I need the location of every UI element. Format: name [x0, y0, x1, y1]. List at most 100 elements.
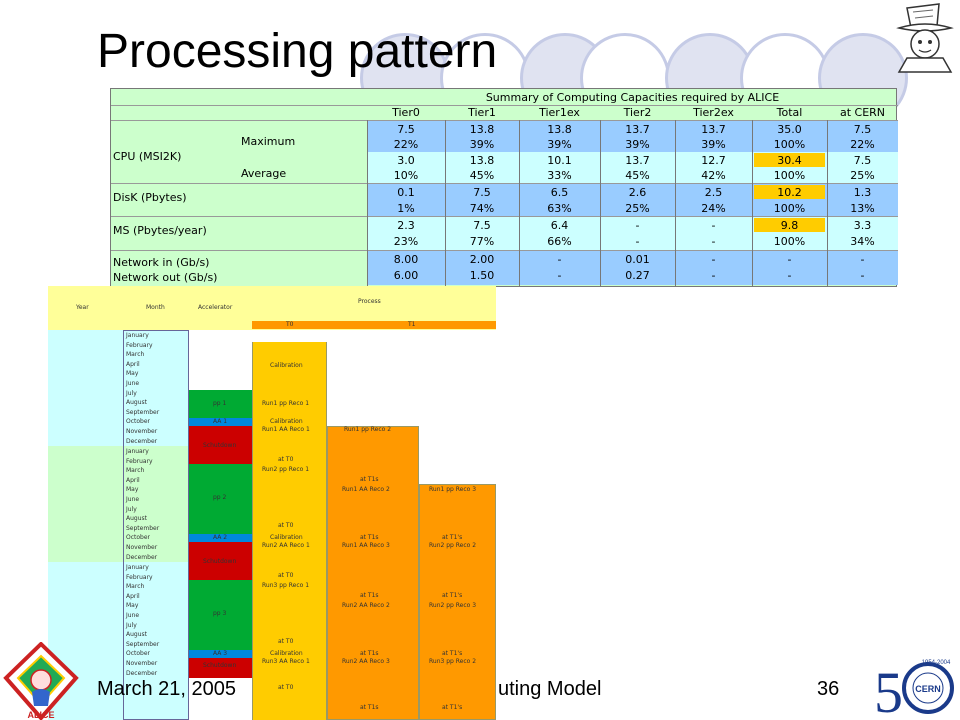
t1a-at-4: at T1s: [360, 650, 379, 657]
capacity-value: 1.50: [469, 269, 495, 282]
accel-shutdown2: [189, 542, 252, 580]
capacity-value: 2.3: [397, 219, 415, 232]
capacity-value: 10%: [393, 169, 419, 182]
t1a-y3b: Run2 AA Reco 3: [342, 658, 390, 665]
month-label: July: [126, 505, 137, 513]
t1a-at-1: at T1s: [360, 476, 379, 483]
capacity-value: 34%: [850, 235, 875, 248]
month-label: July: [126, 621, 137, 629]
month-label: August: [126, 399, 147, 407]
column-header: Tier2: [623, 106, 652, 119]
capacity-value: 25%: [850, 169, 875, 182]
t0-column: [252, 342, 327, 720]
month-label: March: [126, 467, 145, 475]
month-label: August: [126, 631, 147, 639]
t0-y3-pp: Run3 pp Reco 1: [262, 582, 310, 589]
month-label: November: [126, 428, 158, 435]
t0-header: [252, 321, 327, 329]
capacity-value: -: [635, 235, 640, 248]
month-label: September: [126, 640, 160, 648]
capacity-value: 23%: [393, 235, 419, 248]
capacity-value: 13.7: [701, 123, 726, 136]
network-out-label: Network out (Gb/s): [113, 271, 218, 284]
capacity-value: 22%: [850, 138, 875, 151]
svg-text:5: 5: [874, 660, 903, 718]
accel-aa1: [189, 418, 252, 426]
capacity-row-band: [367, 136, 898, 152]
capacity-value: 10.1: [547, 154, 572, 167]
t1a-column: [327, 426, 419, 720]
capacity-value: 24%: [701, 202, 726, 215]
t1b-column: [419, 484, 496, 720]
capacity-value: 0.27: [625, 269, 650, 282]
capacity-value: -: [860, 253, 865, 266]
column-header: Tier1: [468, 106, 496, 119]
month-label: September: [126, 524, 160, 532]
header-process: Process: [358, 298, 381, 305]
t1a-at-5: at T1s: [360, 704, 379, 711]
header-t0: T0: [286, 321, 294, 328]
capacity-value: -: [711, 253, 716, 266]
month-label: March: [126, 351, 145, 359]
capacity-value: 39%: [701, 138, 726, 151]
cern-years: 1954-2004: [922, 660, 951, 666]
t0-at-t0-3: at T0: [278, 572, 294, 579]
column-header: Total: [776, 106, 803, 119]
capacities-heading: Summary of Computing Capacities required…: [485, 91, 780, 104]
t1a-at-2: at T1s: [360, 534, 379, 541]
capacity-value: 7.5: [473, 219, 491, 232]
month-label: August: [126, 515, 147, 523]
t1a-y1: Run1 pp Reco 2: [344, 426, 392, 433]
capacity-value: 30.4: [777, 154, 802, 167]
t0-at-t0-2: at T0: [278, 522, 294, 529]
capacity-value: 100%: [773, 202, 806, 215]
t1b-y3: Run2 pp Reco 3: [429, 602, 477, 609]
month-label: February: [126, 341, 153, 349]
capacity-value: -: [711, 235, 716, 248]
capacity-value: 1.3: [853, 186, 872, 199]
slide-title: Processing pattern: [97, 25, 498, 78]
month-label: December: [126, 553, 158, 561]
capacity-value: -: [711, 219, 716, 232]
capacity-value: 3.3: [853, 219, 872, 232]
t1b-y2: Run1 pp Reco 3: [429, 486, 477, 493]
t1b-y2b: Run2 pp Reco 2: [429, 542, 477, 549]
t0-y1-pp: Run1 pp Reco 1: [262, 400, 310, 407]
column-divider: [752, 120, 753, 287]
capacities-table: Summary of Computing Capacities required…: [110, 88, 898, 287]
processing-schedule: Year Month Accelerator Process T0 T1 Jan…: [48, 286, 496, 720]
disk-label: DisK (Pbytes): [113, 191, 187, 204]
header-year: Year: [76, 304, 89, 311]
capacity-value: 39%: [625, 138, 650, 151]
column-divider: [827, 120, 828, 287]
column-header: Tier2ex: [693, 106, 734, 119]
capacity-value: 77%: [469, 235, 495, 248]
capacity-row-band: [367, 121, 898, 136]
month-label: April: [126, 476, 140, 484]
column-divider: [519, 120, 520, 287]
capacity-value: 13.7: [625, 154, 650, 167]
capacity-value: 7.5: [853, 154, 872, 167]
month-2-band: [123, 446, 189, 562]
t1a-at-3: at T1s: [360, 592, 379, 599]
month-label: October: [126, 534, 151, 542]
capacity-value: 2.5: [704, 186, 723, 199]
accel-label-pp1: pp 1: [213, 400, 227, 407]
accel-shutdown1: [189, 426, 252, 464]
cern-50-logo: 5 CERN 1954-2004: [874, 660, 954, 718]
capacity-value: 2.6: [628, 186, 647, 199]
capacity-value: 13%: [850, 202, 875, 215]
capacity-value: 6.5: [550, 186, 569, 199]
t0-at-t0-5: at T0: [278, 684, 294, 691]
t0-calibration-4: Calibration: [270, 650, 303, 657]
capacity-value: 100%: [773, 169, 806, 182]
t0-calibration-2: Calibration: [270, 418, 303, 425]
header-t1: T1: [408, 321, 416, 328]
row-divider: [111, 250, 898, 251]
capacity-value: 13.8: [547, 123, 572, 136]
accel-pp3: [189, 580, 252, 650]
column-divider: [675, 120, 676, 287]
capacity-value: 8.00: [393, 253, 419, 266]
capacity-value: 13.7: [625, 123, 650, 136]
capacity-value: -: [787, 253, 792, 266]
